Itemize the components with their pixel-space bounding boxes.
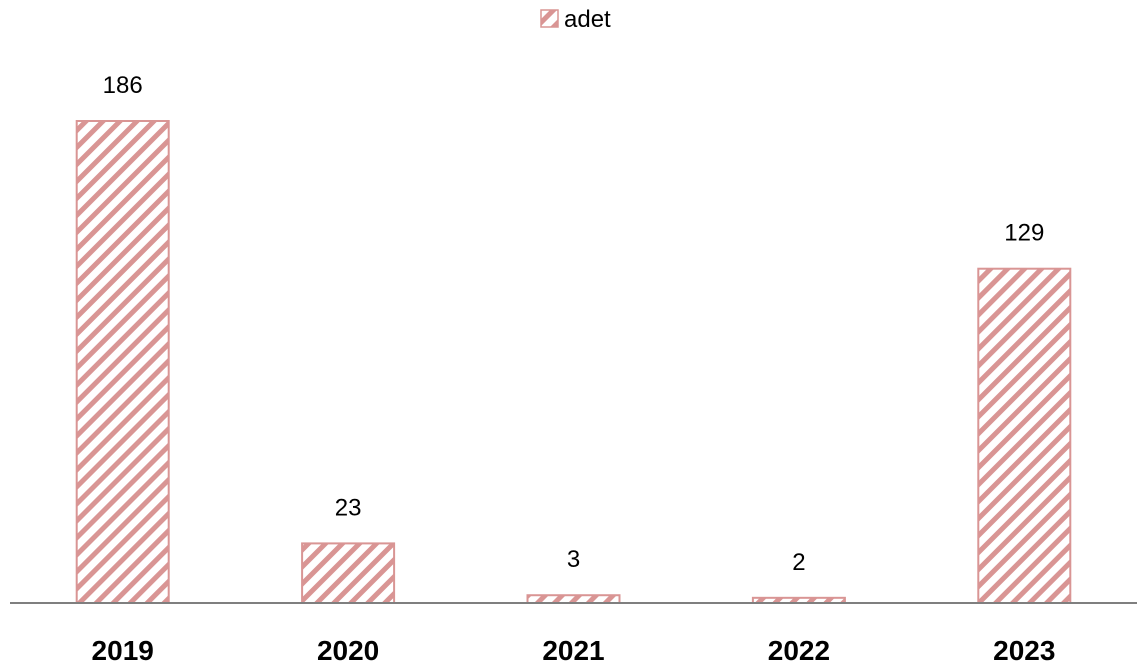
data-label-2020: 23 [335,494,362,521]
x-tick-label-2023: 2023 [993,635,1055,666]
legend-label: adet [564,6,611,33]
bars-group [75,120,1072,605]
bar-2023 [977,267,1072,604]
x-tick-label-2022: 2022 [768,635,830,666]
bar-2021 [526,594,621,605]
x-tick-label-2020: 2020 [317,635,379,666]
data-label-2021: 3 [567,546,580,573]
x-tick-label-2019: 2019 [92,635,154,666]
bar-2020 [301,542,396,604]
bar-2019 [75,120,170,604]
data-label-2022: 2 [792,549,805,576]
value-labels-group: 186 23 3 2 129 [103,72,1045,576]
data-label-2023: 129 [1004,220,1044,247]
data-label-2019: 186 [103,72,143,99]
legend: adet [540,6,611,33]
x-tick-labels-group: 2019 2020 2021 2022 2023 [92,635,1056,666]
legend-swatch [540,9,559,28]
x-tick-label-2021: 2021 [542,635,604,666]
